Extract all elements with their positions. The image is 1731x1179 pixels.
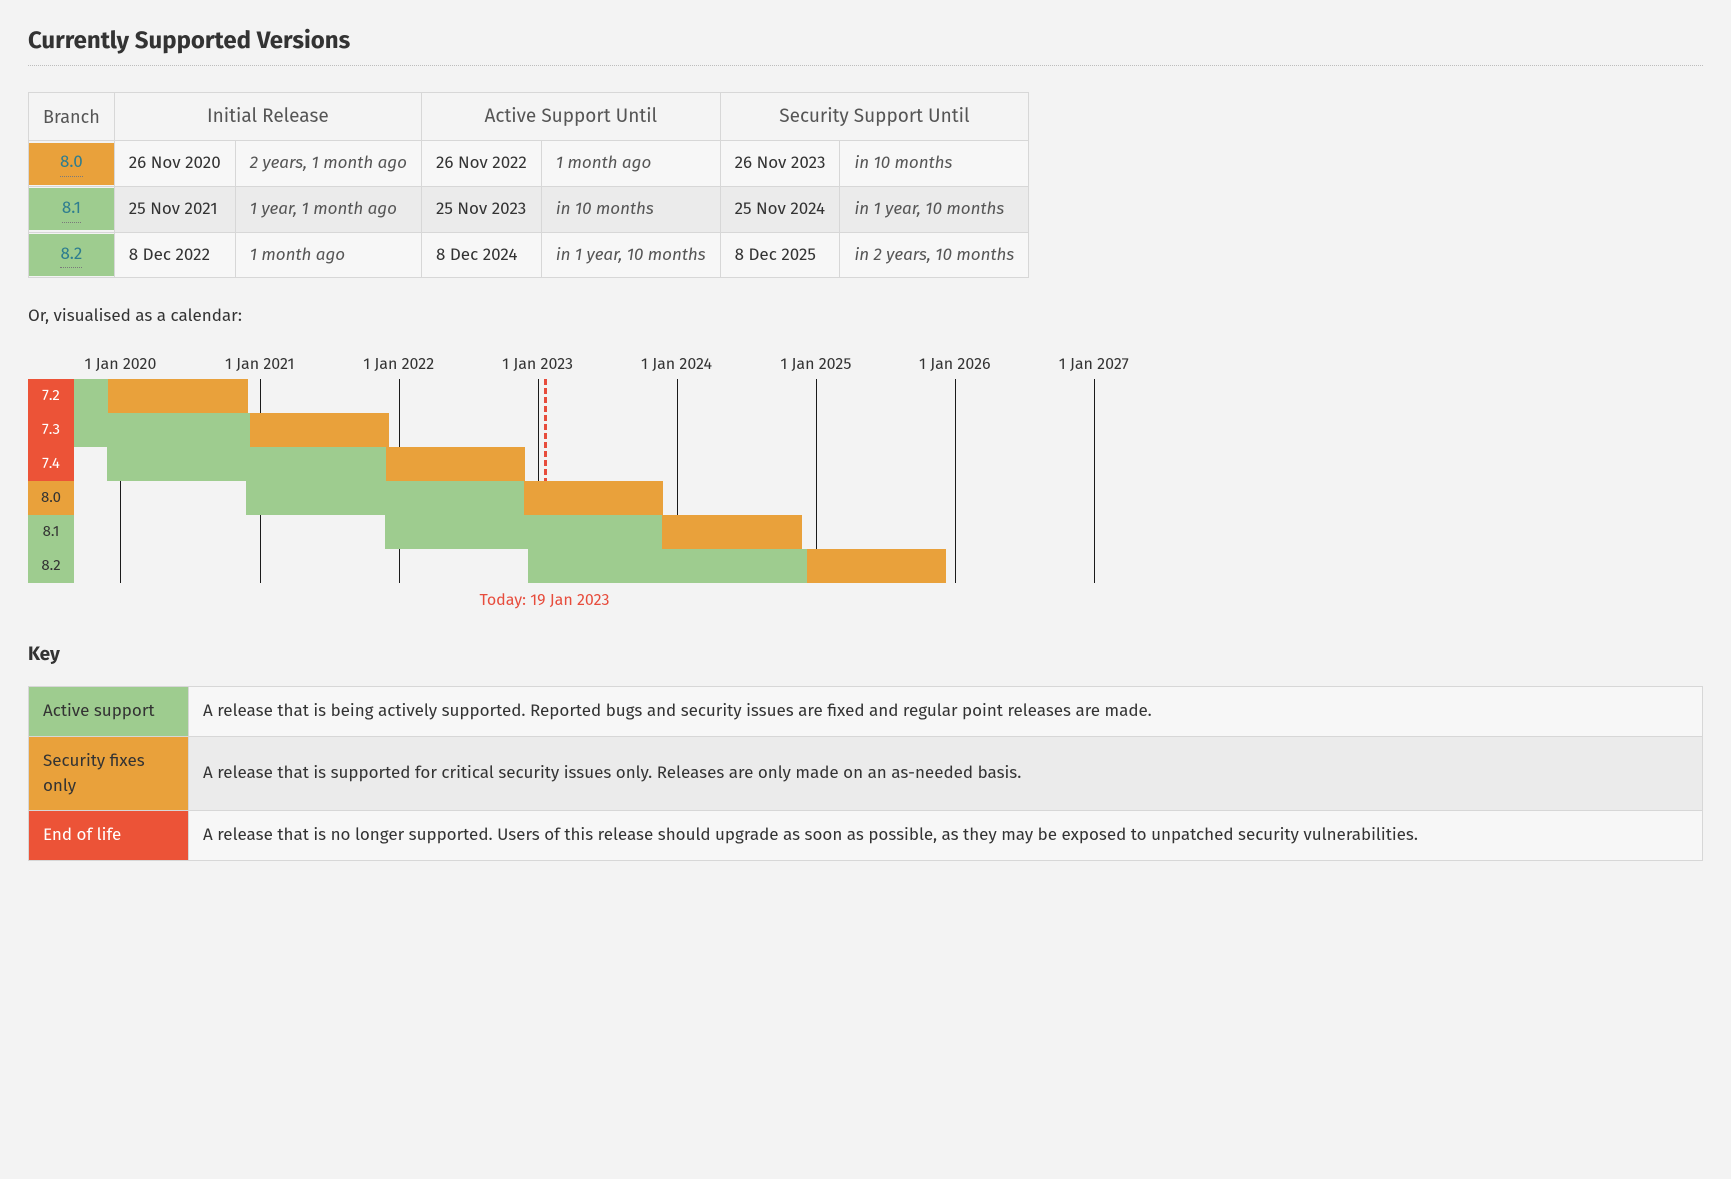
- relative-cell: 1 year, 1 month ago: [235, 186, 421, 232]
- timeline-row: 8.0: [28, 481, 1128, 515]
- timeline-track: [74, 481, 1128, 515]
- date-cell: 8 Dec 2025: [720, 232, 840, 278]
- calendar-intro: Or, visualised as a calendar:: [28, 304, 1703, 329]
- bar-active: [74, 413, 250, 447]
- bar-security: [807, 549, 946, 583]
- bar-security: [662, 515, 801, 549]
- timeline-track: [74, 413, 1128, 447]
- timeline-row: 8.2: [28, 549, 1128, 583]
- timeline-track: [74, 515, 1128, 549]
- timeline-branch-label: 8.2: [28, 549, 74, 583]
- relative-cell: 2 years, 1 month ago: [235, 141, 421, 187]
- bar-security: [524, 481, 663, 515]
- bar-active: [385, 515, 663, 549]
- tick-label: 1 Jan 2021: [225, 353, 294, 376]
- today-label: Today: 19 Jan 2023: [479, 589, 609, 612]
- bar-active: [107, 447, 385, 481]
- date-cell: 26 Nov 2022: [421, 141, 541, 187]
- branch-link[interactable]: 8.1: [62, 196, 81, 223]
- col-active-until: Active Support Until: [421, 92, 720, 141]
- page-title: Currently Supported Versions: [28, 24, 1703, 59]
- timeline-branch-label: 7.3: [28, 413, 74, 447]
- timeline-row: 7.4: [28, 447, 1128, 481]
- relative-cell: in 2 years, 10 months: [840, 232, 1029, 278]
- timeline-track: [74, 379, 1128, 413]
- date-cell: 26 Nov 2020: [114, 141, 235, 187]
- timeline-row: 8.1: [28, 515, 1128, 549]
- tick-label: 1 Jan 2027: [1059, 353, 1129, 376]
- key-row: End of lifeA release that is no longer s…: [29, 811, 1703, 861]
- col-initial: Initial Release: [114, 92, 421, 141]
- relative-cell: in 1 year, 10 months: [840, 186, 1029, 232]
- bar-security: [250, 413, 389, 447]
- table-row: 8.026 Nov 20202 years, 1 month ago26 Nov…: [29, 141, 1029, 187]
- table-row: 8.2 8 Dec 20221 month ago8 Dec 2024in 1 y…: [29, 232, 1029, 278]
- key-table: Active supportA release that is being ac…: [28, 686, 1703, 861]
- tick-label: 1 Jan 2023: [502, 353, 573, 376]
- tick-label: 1 Jan 2024: [641, 353, 712, 376]
- timeline-branch-label: 7.4: [28, 447, 74, 481]
- date-cell: 25 Nov 2021: [114, 186, 235, 232]
- timeline-track: [74, 447, 1128, 481]
- key-row: Security fixes onlyA release that is sup…: [29, 737, 1703, 811]
- date-cell: 25 Nov 2024: [720, 186, 840, 232]
- timeline-branch-label: 8.1: [28, 515, 74, 549]
- key-label: Security fixes only: [29, 737, 189, 811]
- col-branch: Branch: [29, 92, 115, 141]
- key-desc: A release that is no longer supported. U…: [189, 811, 1703, 861]
- bar-active: [528, 549, 806, 583]
- date-cell: 8 Dec 2024: [421, 232, 541, 278]
- bar-security: [386, 447, 525, 481]
- key-desc: A release that is supported for critical…: [189, 737, 1703, 811]
- date-cell: 8 Dec 2022: [114, 232, 235, 278]
- relative-cell: 1 month ago: [235, 232, 421, 278]
- timeline-track: [74, 549, 1128, 583]
- branch-link[interactable]: 8.2: [60, 242, 82, 269]
- bar-active: [246, 481, 524, 515]
- bar-active: [74, 379, 108, 413]
- date-cell: 26 Nov 2023: [720, 141, 840, 187]
- table-row: 8.125 Nov 20211 year, 1 month ago25 Nov …: [29, 186, 1029, 232]
- relative-cell: in 10 months: [840, 141, 1029, 187]
- timeline-chart: 1 Jan 2020 1 Jan 2021 1 Jan 2022 1 Jan 2023…: [28, 351, 1703, 613]
- tick-label: 1 Jan 2025: [780, 353, 851, 376]
- timeline-branch-label: 8.0: [28, 481, 74, 515]
- relative-cell: 1 month ago: [541, 141, 720, 187]
- timeline-row: 7.2: [28, 379, 1128, 413]
- divider: [28, 65, 1703, 66]
- key-label: End of life: [29, 811, 189, 861]
- timeline-branch-label: 7.2: [28, 379, 74, 413]
- relative-cell: in 1 year, 10 months: [541, 232, 720, 278]
- tick-label: 1 Jan 2026: [919, 353, 990, 376]
- col-security-until: Security Support Until: [720, 92, 1029, 141]
- date-cell: 25 Nov 2023: [421, 186, 541, 232]
- key-row: Active supportA release that is being ac…: [29, 687, 1703, 737]
- bar-security: [108, 379, 247, 413]
- tick-label: 1 Jan 2020: [85, 353, 157, 376]
- key-label: Active support: [29, 687, 189, 737]
- branch-link[interactable]: 8.0: [60, 150, 83, 177]
- key-title: Key: [28, 641, 1703, 669]
- versions-table: Branch Initial Release Active Support Un…: [28, 92, 1029, 278]
- relative-cell: in 10 months: [541, 186, 720, 232]
- tick-label: 1 Jan 2022: [363, 353, 434, 376]
- key-desc: A release that is being actively support…: [189, 687, 1703, 737]
- timeline-row: 7.3: [28, 413, 1128, 447]
